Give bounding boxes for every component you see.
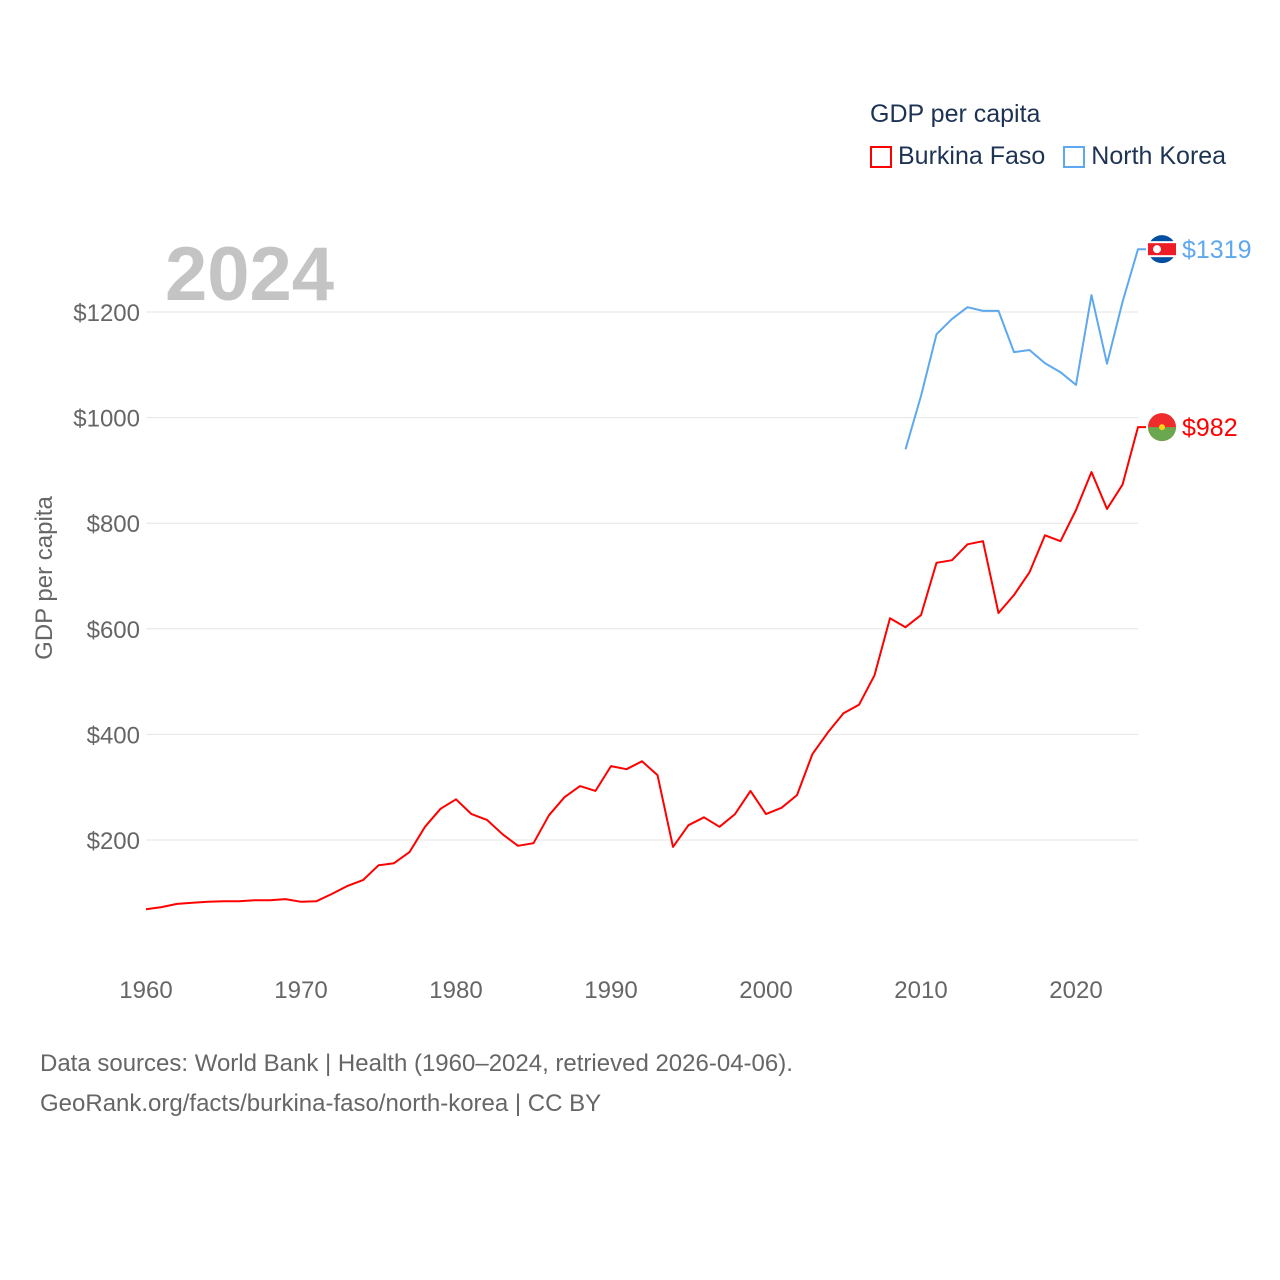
flag-part [1148, 243, 1176, 256]
legend-item-north-korea[interactable]: North Korea [1063, 142, 1226, 171]
data-sources: Data sources: World Bank | Health (1960–… [40, 1050, 793, 1077]
end-value-label: $1319 [1182, 236, 1252, 264]
legend-label: Burkina Faso [898, 142, 1046, 170]
end-value-label: $982 [1182, 414, 1238, 442]
y-tick-label: $800 [87, 511, 140, 538]
flag-star [1159, 424, 1165, 431]
flag-part [1148, 427, 1176, 442]
footer: Data sources: World Bank | Health (1960–… [40, 1044, 793, 1124]
legend-swatch-burkina-faso [870, 145, 892, 168]
y-tick-label: $1200 [73, 300, 140, 327]
legend-swatch-north-korea [1063, 145, 1086, 168]
legend-label: North Korea [1091, 142, 1227, 170]
legend-title: GDP per capita [870, 100, 1041, 128]
x-tick-label: 2010 [894, 977, 947, 1004]
x-tick-label: 1980 [429, 977, 482, 1004]
flag-star [1153, 245, 1161, 254]
x-tick-label: 2020 [1049, 977, 1102, 1004]
y-tick-label: $400 [87, 722, 140, 749]
y-tick-label: $200 [87, 828, 140, 855]
legend: Burkina Faso North Korea [870, 142, 1226, 171]
x-tick-label: 1990 [584, 977, 637, 1004]
year-label: 2024 [165, 232, 334, 317]
series-line-burkina-faso [145, 426, 1146, 911]
x-tick-label: 2000 [739, 977, 792, 1004]
x-tick-label: 1960 [119, 977, 172, 1004]
source-link[interactable]: GeoRank.org/facts/burkina-faso/north-kor… [40, 1090, 602, 1117]
y-axis-label: GDP per capita [31, 496, 58, 660]
y-tick-label: $600 [87, 617, 140, 644]
series-line-north-korea [904, 248, 1146, 450]
y-tick-label: $1000 [73, 406, 140, 433]
x-tick-label: 1970 [274, 977, 327, 1004]
legend-item-burkina-faso[interactable]: Burkina Faso [870, 142, 1045, 171]
